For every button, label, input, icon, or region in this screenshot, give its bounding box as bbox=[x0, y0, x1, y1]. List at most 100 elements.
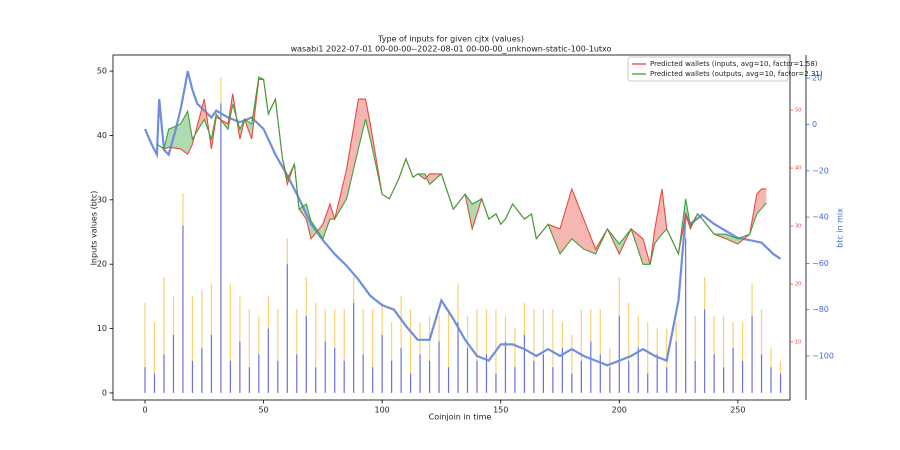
fill-between bbox=[180, 111, 188, 155]
bar bbox=[590, 341, 592, 393]
bar bbox=[353, 302, 355, 393]
chart-title: Type of inputs for given cjtx (values) bbox=[377, 35, 524, 44]
fill-between bbox=[725, 234, 738, 245]
bar bbox=[172, 334, 175, 393]
bar bbox=[618, 277, 620, 316]
bar bbox=[704, 277, 706, 310]
bar bbox=[723, 367, 725, 393]
fill-between bbox=[358, 99, 366, 149]
bar bbox=[637, 315, 639, 348]
y-tick-label: 40 bbox=[97, 131, 107, 140]
y2-tick-label: −100 bbox=[812, 352, 834, 361]
bar bbox=[628, 302, 630, 361]
bar bbox=[153, 322, 156, 374]
bar bbox=[400, 347, 402, 393]
bar bbox=[315, 302, 317, 368]
plot-area: 0 50 100 150 200 250010203040501020304050−100… bbox=[97, 54, 834, 415]
bar bbox=[495, 309, 497, 374]
bar bbox=[533, 309, 535, 361]
x-axis-label: Coinjoin in time bbox=[429, 413, 492, 422]
bar bbox=[239, 341, 241, 393]
bar bbox=[571, 373, 573, 393]
y-tick-label: 0 bbox=[102, 388, 107, 397]
bar bbox=[618, 315, 620, 393]
y-tick-label: 20 bbox=[97, 260, 107, 269]
bar bbox=[647, 373, 649, 393]
bar bbox=[485, 354, 488, 393]
bar bbox=[248, 367, 250, 393]
y2-tick-label: −60 bbox=[812, 259, 829, 268]
bar bbox=[741, 322, 744, 361]
bar bbox=[476, 360, 478, 393]
bar bbox=[685, 238, 687, 393]
bar bbox=[447, 367, 450, 393]
y2-tick-label: 0 bbox=[812, 120, 817, 129]
bar bbox=[191, 360, 194, 393]
bar bbox=[561, 322, 563, 348]
series-line bbox=[156, 78, 767, 265]
bar bbox=[457, 283, 459, 323]
bar bbox=[580, 360, 582, 393]
bar bbox=[305, 315, 307, 393]
bar bbox=[409, 373, 412, 393]
bar bbox=[552, 309, 554, 368]
bar bbox=[210, 283, 213, 335]
x-tick-label: 200 bbox=[612, 406, 627, 415]
bar bbox=[666, 367, 668, 393]
fill-between bbox=[571, 188, 584, 250]
x-tick-label: 100 bbox=[374, 406, 389, 415]
y3-tick-label: 40 bbox=[795, 166, 801, 172]
bar bbox=[258, 315, 260, 355]
bar bbox=[656, 354, 658, 393]
bar bbox=[277, 360, 279, 393]
x-tick-label: 150 bbox=[493, 406, 508, 415]
bar bbox=[324, 309, 326, 342]
fill-between bbox=[365, 99, 371, 140]
bar bbox=[457, 322, 459, 393]
bar bbox=[182, 225, 184, 393]
y2-tick-label: −80 bbox=[812, 305, 829, 314]
bar bbox=[609, 347, 611, 368]
bar bbox=[428, 360, 431, 393]
bar bbox=[201, 347, 203, 393]
bar bbox=[419, 354, 421, 393]
y2-tick-label: −20 bbox=[812, 166, 829, 175]
bar bbox=[286, 238, 288, 265]
bar bbox=[485, 309, 488, 355]
y-axis-label: Inputs values (btc) bbox=[90, 191, 99, 266]
bar bbox=[182, 193, 184, 226]
bar bbox=[343, 360, 345, 393]
bar bbox=[675, 322, 677, 342]
mix-line bbox=[143, 70, 782, 367]
bar bbox=[656, 328, 658, 355]
bar bbox=[296, 309, 298, 355]
bar bbox=[760, 354, 763, 393]
bar bbox=[381, 302, 383, 335]
bar bbox=[713, 354, 715, 393]
bar bbox=[704, 309, 706, 393]
bar bbox=[770, 347, 772, 368]
y3-tick-label: 20 bbox=[795, 282, 801, 288]
bar bbox=[542, 354, 544, 393]
bar bbox=[144, 302, 146, 368]
axes-frame bbox=[112, 54, 791, 401]
y-tick-label: 30 bbox=[97, 195, 107, 204]
bar bbox=[248, 309, 250, 368]
bar bbox=[447, 309, 450, 368]
bar bbox=[334, 347, 336, 393]
fill-between bbox=[187, 111, 193, 155]
bar bbox=[372, 367, 374, 393]
bar bbox=[362, 354, 364, 393]
fill-between bbox=[559, 188, 572, 254]
bar bbox=[760, 309, 763, 355]
bar bbox=[647, 322, 649, 374]
bar bbox=[751, 315, 753, 393]
y2-axis-label: btc in mix bbox=[836, 208, 845, 248]
x-tick-label: 0 bbox=[142, 406, 147, 415]
bar bbox=[220, 103, 222, 393]
bar bbox=[770, 367, 772, 393]
bar bbox=[315, 367, 317, 393]
bar bbox=[504, 341, 507, 393]
fill-between bbox=[756, 188, 762, 214]
bar bbox=[542, 309, 544, 355]
